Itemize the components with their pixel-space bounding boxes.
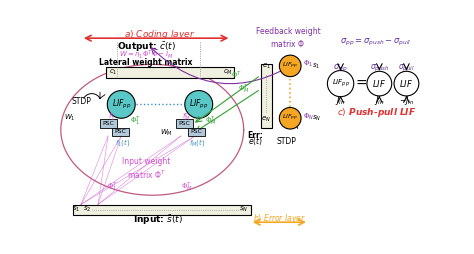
Text: Input weight
matrix $\Phi^T$: Input weight matrix $\Phi^T$ — [122, 157, 170, 181]
Text: $c_1$: $c_1$ — [109, 68, 118, 77]
Text: PSC: PSC — [115, 129, 127, 134]
Text: $\Phi_1^T$: $\Phi_1^T$ — [130, 115, 141, 128]
Circle shape — [328, 71, 354, 97]
Text: $\it{a)}$ Coding layer: $\it{a)}$ Coding layer — [124, 28, 196, 41]
Text: PSC: PSC — [178, 121, 190, 126]
Text: $\bar{e}(t)$: $\bar{e}(t)$ — [248, 135, 263, 147]
Text: STDP: STDP — [276, 137, 296, 146]
Text: $c_M$: $c_M$ — [223, 68, 233, 77]
FancyBboxPatch shape — [261, 64, 272, 128]
Text: $\Phi^T$: $\Phi^T$ — [230, 70, 241, 81]
Text: =: = — [356, 77, 367, 91]
Circle shape — [279, 107, 301, 129]
Text: $\it{c)}$ Push-pull LIF: $\it{c)}$ Push-pull LIF — [337, 106, 417, 119]
Circle shape — [367, 71, 392, 96]
Text: $s_2$: $s_2$ — [83, 205, 91, 214]
Text: $\Phi_N$: $\Phi_N$ — [303, 112, 314, 122]
Circle shape — [279, 55, 301, 77]
Circle shape — [107, 90, 135, 118]
Text: $W_M$: $W_M$ — [160, 128, 173, 138]
Text: $\sigma_{pp}$: $\sigma_{pp}$ — [333, 63, 348, 74]
Text: $LIF_{pp}$: $LIF_{pp}$ — [282, 61, 298, 71]
Text: $s_1$: $s_1$ — [312, 61, 320, 71]
Text: $\Phi_1$: $\Phi_1$ — [303, 59, 314, 69]
Text: $\it{b)}$ Error layer: $\it{b)}$ Error layer — [253, 212, 306, 225]
Circle shape — [394, 71, 419, 96]
Text: $\Phi_1^T$: $\Phi_1^T$ — [107, 181, 118, 194]
Text: $\Phi_M^T$: $\Phi_M^T$ — [181, 181, 193, 194]
Text: $f_M^c$: $f_M^c$ — [182, 112, 191, 124]
Text: Lateral weight matrix: Lateral weight matrix — [100, 58, 193, 67]
Text: PSC: PSC — [102, 121, 114, 126]
FancyBboxPatch shape — [100, 119, 117, 128]
Text: STDP: STDP — [71, 97, 91, 106]
Text: $-J_{in}$: $-J_{in}$ — [399, 94, 414, 107]
FancyBboxPatch shape — [188, 128, 205, 136]
Text: PSC: PSC — [191, 129, 202, 134]
Text: Feedback weight
matrix $\Phi$: Feedback weight matrix $\Phi$ — [255, 27, 320, 49]
Text: $s_N$: $s_N$ — [312, 114, 321, 123]
Text: Output: $\bar{c}(t)$: Output: $\bar{c}(t)$ — [117, 40, 175, 53]
Text: $LIF_{pp}$: $LIF_{pp}$ — [332, 78, 349, 89]
Text: $f_M(t)$: $f_M(t)$ — [189, 137, 205, 148]
Text: $\Phi_M^T$: $\Phi_M^T$ — [205, 115, 217, 128]
Text: Err:: Err: — [247, 131, 263, 140]
Text: $LIF$: $LIF$ — [372, 78, 386, 89]
Text: $s_N$: $s_N$ — [239, 205, 248, 214]
Text: $\sigma_{pp} = \sigma_{push} - \sigma_{pull}$: $\sigma_{pp} = \sigma_{push} - \sigma_{p… — [340, 37, 411, 48]
Circle shape — [185, 90, 213, 118]
Text: $e_1$: $e_1$ — [262, 61, 271, 71]
Text: $W = \eta_1 \Phi^T \Phi - I_M$: $W = \eta_1 \Phi^T \Phi - I_M$ — [119, 49, 173, 61]
Text: $f_1(t)$: $f_1(t)$ — [115, 137, 130, 148]
FancyBboxPatch shape — [175, 119, 192, 128]
Text: $e_N$: $e_N$ — [261, 115, 271, 124]
FancyBboxPatch shape — [73, 204, 251, 215]
FancyBboxPatch shape — [106, 68, 234, 78]
Text: $LIF$: $LIF$ — [400, 78, 413, 89]
Text: $f_1^c$: $f_1^c$ — [108, 112, 116, 124]
Text: Input: $\bar{s}(t)$: Input: $\bar{s}(t)$ — [133, 213, 183, 226]
Text: $W_1$: $W_1$ — [64, 113, 76, 123]
Text: $\sigma_{pull}$: $\sigma_{pull}$ — [398, 63, 415, 74]
Text: $LIF_{pp}$: $LIF_{pp}$ — [111, 98, 131, 111]
FancyBboxPatch shape — [112, 128, 129, 136]
Text: $s_1$: $s_1$ — [72, 205, 81, 214]
Text: $\Phi_M^T$: $\Phi_M^T$ — [238, 82, 249, 96]
Text: $J_{in}$: $J_{in}$ — [335, 94, 346, 107]
Text: $LIF_{pp}$: $LIF_{pp}$ — [189, 98, 209, 111]
Text: $J_{in}$: $J_{in}$ — [374, 94, 385, 107]
Text: $LIF_{pp}$: $LIF_{pp}$ — [282, 113, 298, 123]
Text: $\sigma_{push}$: $\sigma_{push}$ — [370, 63, 389, 74]
